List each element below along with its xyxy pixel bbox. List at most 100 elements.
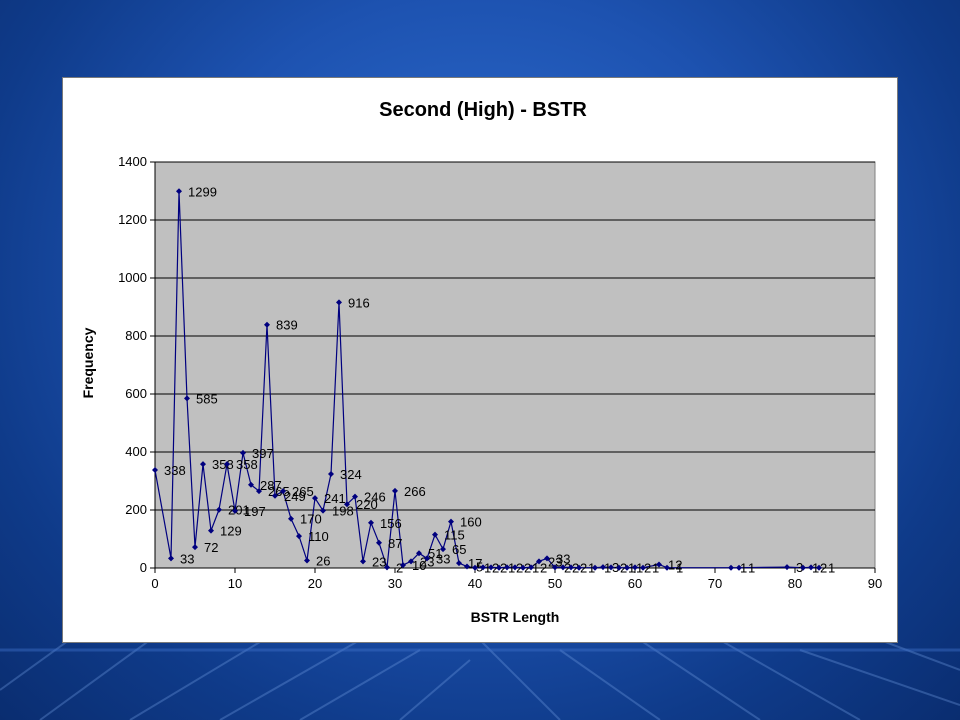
data-label: 170 (300, 512, 322, 527)
y-tick-label: 400 (125, 444, 147, 459)
data-point (424, 555, 430, 562)
data-point (352, 493, 358, 500)
data-label: 2 (820, 560, 827, 575)
data-point (320, 507, 326, 514)
data-label: 338 (164, 463, 186, 478)
data-label: 839 (276, 318, 298, 333)
data-point (472, 564, 478, 571)
x-tick-label: 20 (308, 576, 322, 591)
data-label: 2 (572, 560, 579, 575)
y-tick-label: 800 (125, 328, 147, 343)
data-label: 198 (332, 504, 354, 519)
data-point (440, 546, 446, 553)
data-label: 1 (628, 561, 635, 576)
data-label: 1 (636, 561, 643, 576)
data-label: 2 (500, 560, 507, 575)
data-point (376, 539, 382, 546)
data-label: 246 (364, 490, 386, 505)
x-tick-label: 40 (468, 576, 482, 591)
data-point (280, 488, 286, 495)
data-point (784, 564, 790, 571)
data-label: 1 (604, 561, 611, 576)
x-tick-label: 60 (628, 576, 642, 591)
y-axis-label: Frequency (80, 327, 96, 398)
line-chart: Second (High) - BSTR 0200400600800100012… (80, 99, 882, 625)
data-label: 51 (428, 546, 442, 561)
x-tick-label: 70 (708, 576, 722, 591)
y-tick-label: 1000 (118, 270, 147, 285)
data-point (600, 564, 606, 571)
data-label: 160 (460, 515, 482, 530)
data-label: 2 (540, 560, 547, 575)
data-point (224, 461, 230, 468)
data-label: 2 (524, 560, 531, 575)
data-label: 5 (476, 560, 483, 575)
data-point (408, 558, 414, 565)
data-label: 3 (796, 560, 803, 575)
data-point (192, 544, 198, 551)
data-point (456, 560, 462, 567)
data-label: 287 (260, 478, 282, 493)
data-label: 1 (588, 561, 595, 576)
data-point (448, 518, 454, 525)
data-label: 33 (436, 551, 450, 566)
data-point (328, 471, 334, 478)
data-label: 1 (740, 561, 747, 576)
data-label: 1 (812, 561, 819, 576)
data-label: 110 (308, 529, 329, 544)
data-label: 358 (212, 457, 234, 472)
data-label: 1 (652, 561, 659, 576)
y-tick-label: 200 (125, 502, 147, 517)
data-point (176, 188, 182, 195)
data-point (664, 564, 670, 571)
data-label: 156 (380, 516, 402, 531)
data-point (504, 564, 510, 571)
data-point (552, 564, 558, 571)
data-label: 10 (412, 558, 426, 573)
data-point (536, 558, 542, 565)
data-label: 17 (468, 556, 482, 571)
data-point (384, 564, 390, 571)
y-tick-label: 0 (140, 560, 147, 575)
data-point (496, 564, 502, 571)
data-label: 2 (620, 560, 627, 575)
data-label: 65 (452, 542, 466, 557)
data-point (232, 507, 238, 514)
data-label: 241 (324, 491, 346, 506)
data-point (296, 533, 302, 540)
x-axis-label: BSTR Length (471, 609, 560, 625)
data-point (560, 564, 566, 571)
data-label: 265 (292, 484, 314, 499)
data-label: 72 (204, 540, 218, 555)
data-point (632, 564, 638, 571)
data-label: 12 (668, 558, 682, 573)
data-point (736, 564, 742, 571)
data-label: 1 (676, 561, 683, 576)
data-label: 2 (492, 560, 499, 575)
data-label: 266 (404, 484, 426, 499)
data-label: 397 (252, 446, 274, 461)
data-label: 23 (420, 554, 434, 569)
data-point (464, 563, 470, 570)
data-point (656, 561, 662, 568)
data-point (528, 564, 534, 571)
data-label: 197 (244, 504, 266, 519)
data-label: 23 (548, 554, 562, 569)
data-label: 249 (284, 489, 306, 504)
x-tick-label: 10 (228, 576, 242, 591)
data-label: 26 (316, 553, 330, 568)
data-label: 2 (396, 560, 403, 575)
data-label: 1 (484, 561, 491, 576)
data-point (816, 564, 822, 571)
y-tick-label: 1400 (118, 154, 147, 169)
data-point (152, 466, 158, 473)
data-point (568, 564, 574, 571)
data-label: 33 (180, 551, 194, 566)
data-label: 2 (564, 560, 571, 575)
data-label: 2 (580, 560, 587, 575)
data-label: 1299 (188, 184, 217, 199)
data-point (248, 481, 254, 488)
data-point (592, 564, 598, 571)
data-point (336, 299, 342, 306)
